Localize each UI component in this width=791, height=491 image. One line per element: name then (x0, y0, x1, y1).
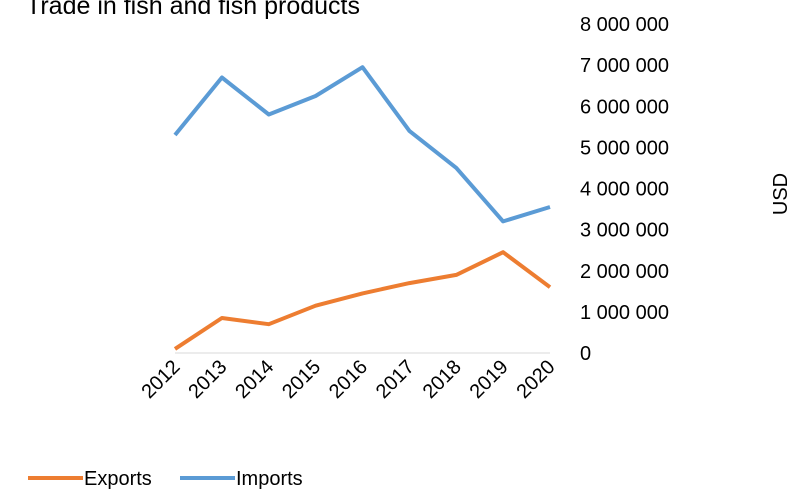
y-tick-label: 6 000 000 (580, 96, 669, 118)
y-tick-label: 2 000 000 (580, 261, 669, 283)
x-tick-label: 2015 (278, 356, 325, 403)
y-tick-label: 5 000 000 (580, 137, 669, 159)
series-line-imports (173, 65, 551, 224)
y-tick-label: 0 (580, 343, 591, 365)
y-axis-title: USD (770, 173, 791, 215)
series-line-exports (173, 250, 552, 351)
y-tick-label: 7 000 000 (580, 55, 669, 77)
y-tick-label: 3 000 000 (580, 220, 669, 242)
legend-label-exports: Exports (84, 468, 152, 490)
legend-label-imports: Imports (236, 468, 303, 490)
y-tick-label: 8 000 000 (580, 14, 669, 36)
x-tick-label: 2018 (419, 356, 466, 403)
x-tick-label: 2012 (138, 356, 185, 403)
y-tick-label: 1 000 000 (580, 302, 669, 324)
y-axis-ticks: 0 1 000 000 2 000 000 3 000 000 4 000 000 5 0… (580, 14, 669, 365)
legend: Exports Imports (28, 468, 303, 490)
x-axis-ticks: 2012 2013 2014 2015 2016 2017 2018 2019 2020 (138, 356, 560, 403)
chart-title: Trade in fish and fish products (26, 0, 360, 20)
x-tick-label: 2014 (231, 356, 278, 403)
series-lines (173, 65, 552, 351)
x-tick-label: 2020 (513, 356, 560, 403)
x-tick-label: 2013 (184, 356, 231, 403)
x-tick-label: 2019 (466, 356, 513, 403)
y-tick-label: 4 000 000 (580, 179, 669, 201)
x-tick-label: 2017 (372, 356, 419, 403)
x-tick-label: 2016 (325, 356, 372, 403)
